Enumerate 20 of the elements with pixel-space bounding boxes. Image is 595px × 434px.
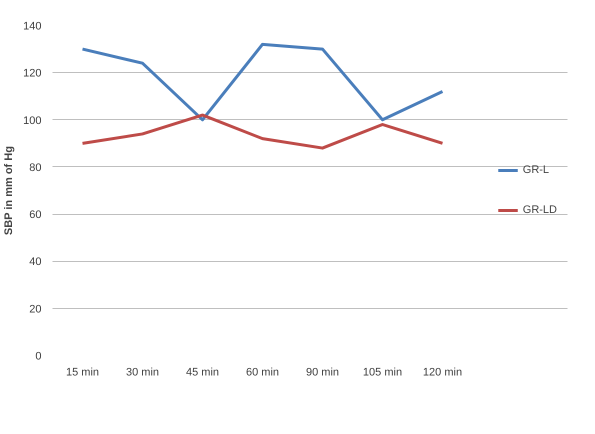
y-tick-label: 60 [29, 209, 42, 222]
y-tick-label: 40 [29, 256, 42, 268]
x-tick-label: 45 min [186, 366, 220, 378]
y-axis-title: SBP in mm of Hg [3, 146, 16, 236]
y-tick-label: 140 [23, 20, 42, 32]
x-tick-label: 105 min [362, 366, 402, 378]
legend-label: GR-L [522, 164, 550, 176]
y-tick-label: 20 [29, 303, 42, 316]
x-tick-label: 15 min [66, 366, 100, 378]
y-tick-label: 100 [23, 114, 42, 127]
line-series [81, 114, 444, 150]
x-tick-label: 60 min [246, 366, 280, 378]
x-tick-label: 90 min [306, 366, 340, 378]
y-tick-label: 120 [23, 68, 42, 80]
x-tick-label: 120 min [422, 366, 462, 378]
y-tick-label: 0 [35, 350, 42, 362]
y-tick-label: 80 [29, 162, 42, 174]
line-series [81, 42, 444, 122]
x-tick-label: 30 min [126, 366, 160, 378]
legend-label: GR-LD [522, 204, 557, 216]
